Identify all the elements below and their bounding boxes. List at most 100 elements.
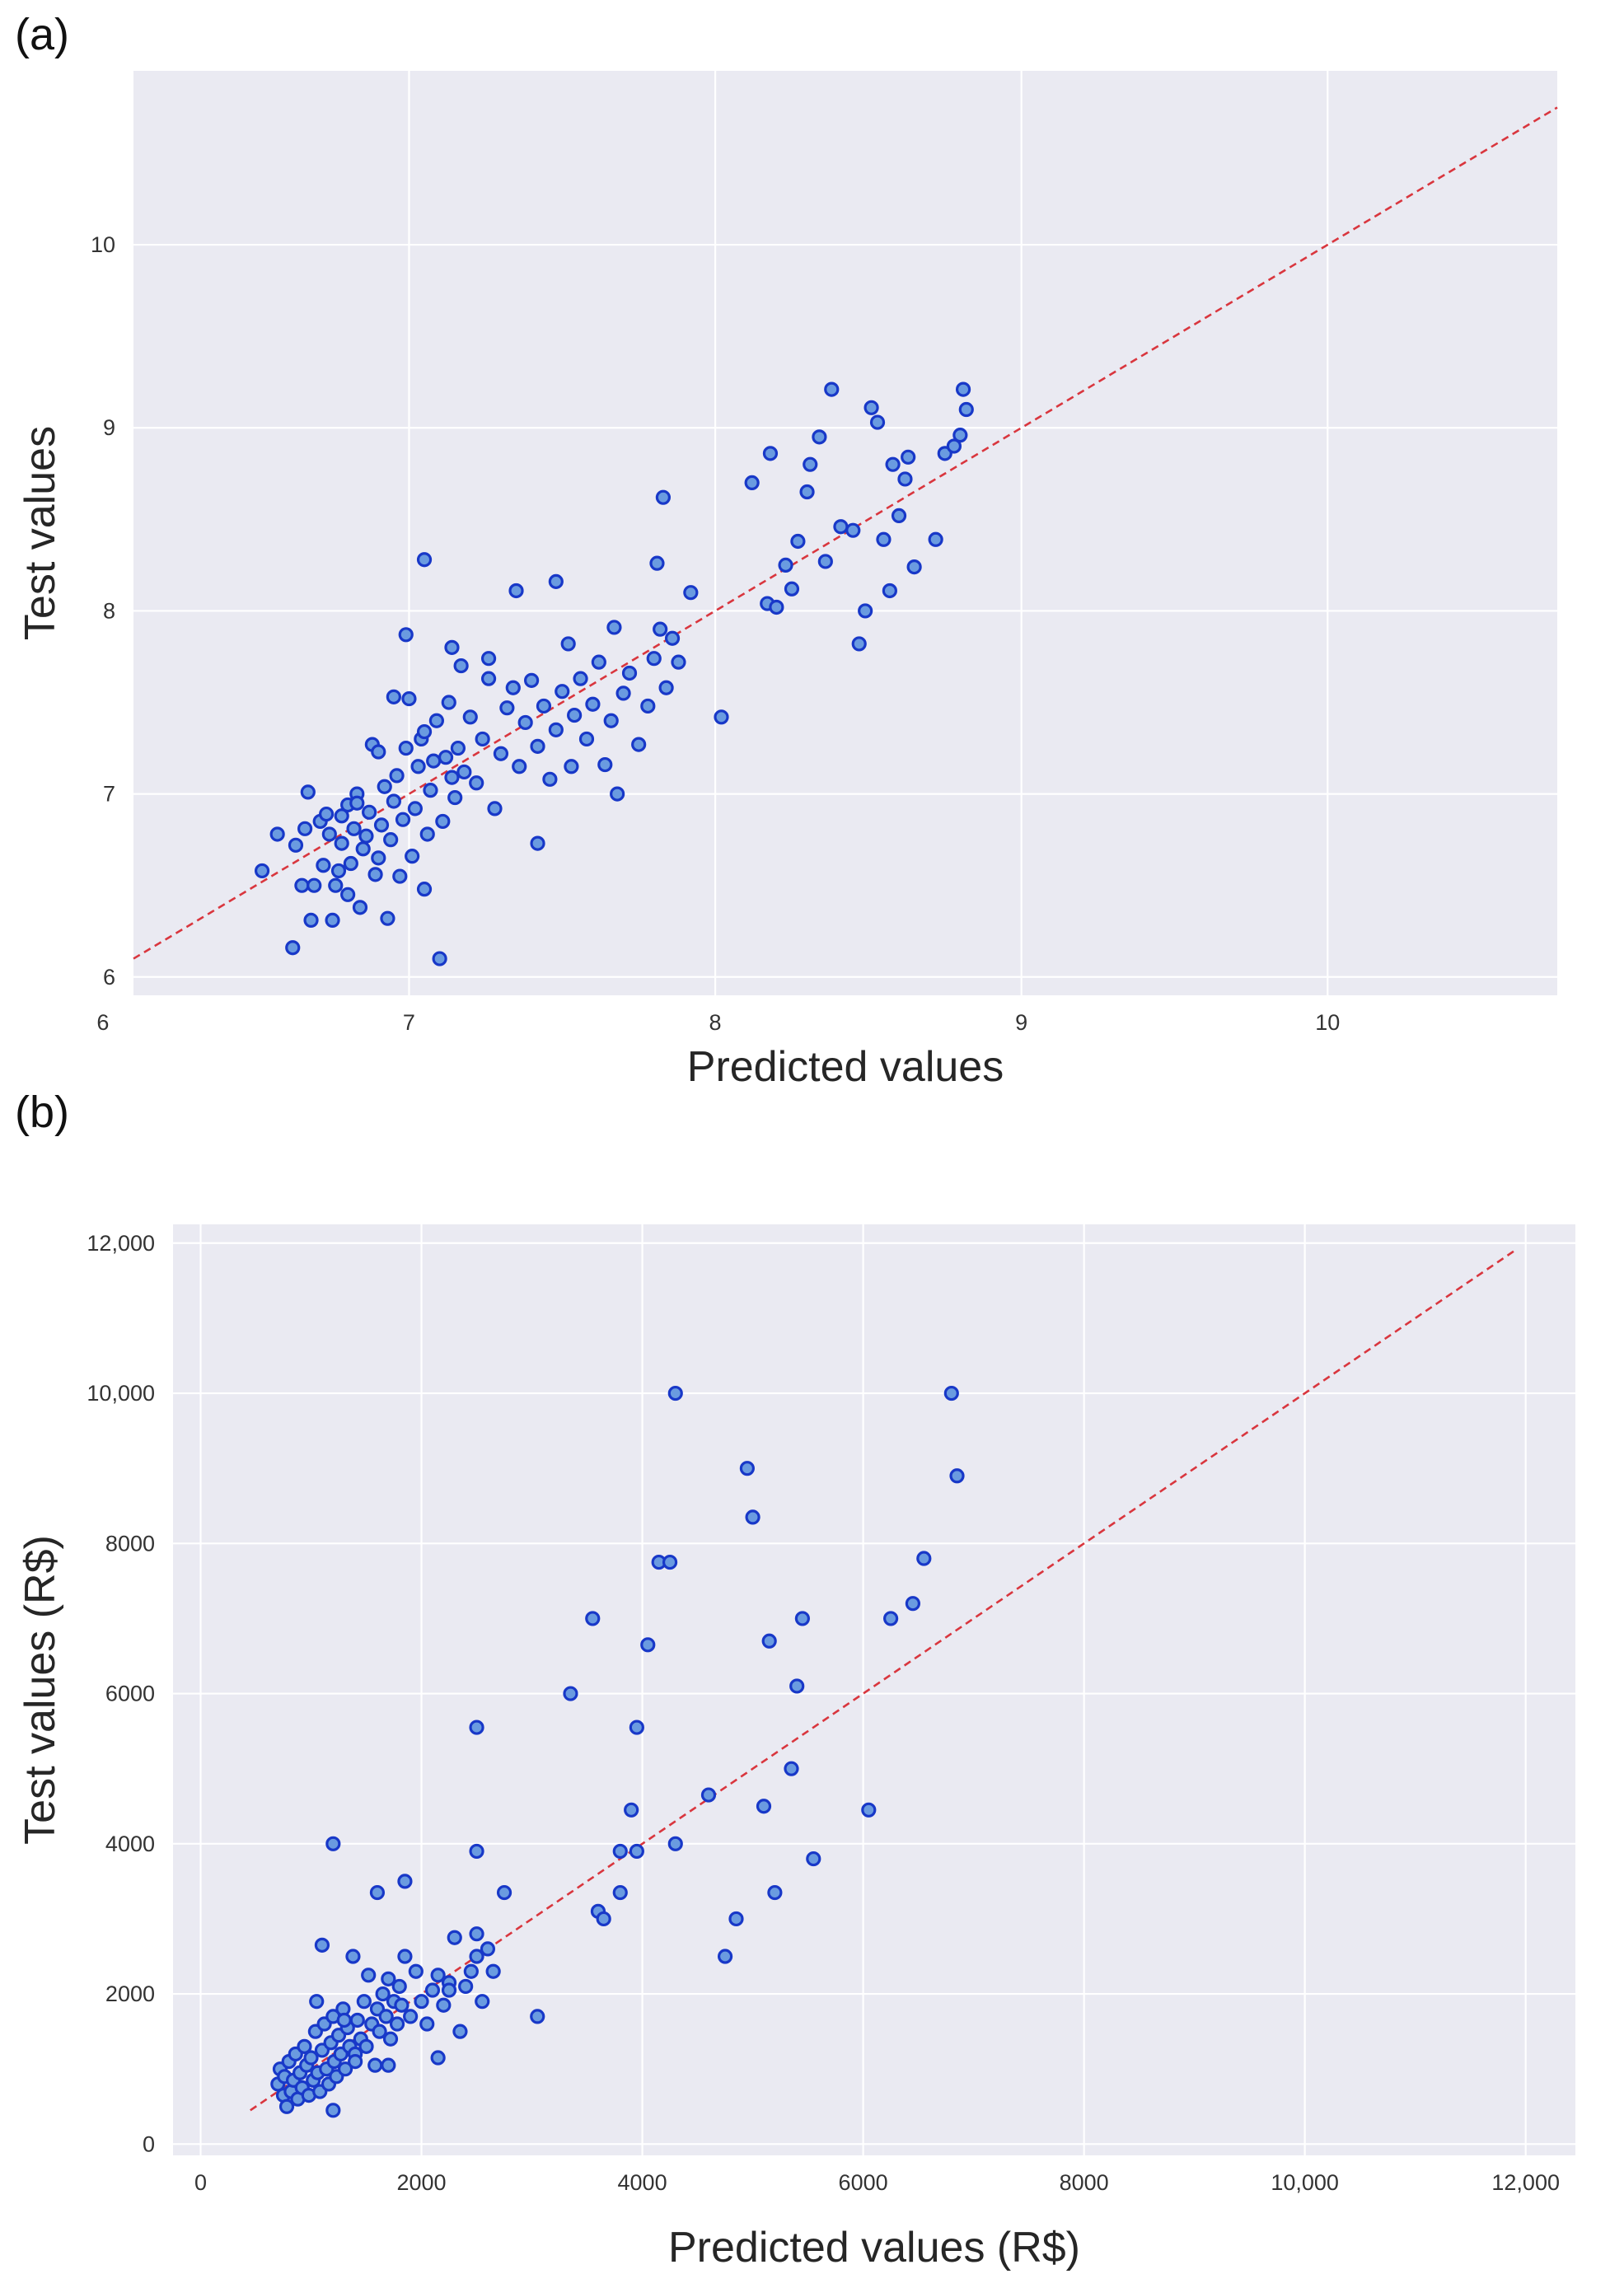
panel-a-data-point: [340, 887, 356, 902]
panel-a-data-point: [744, 475, 760, 491]
panel-b-data-point: [861, 1802, 877, 1818]
panel-b-data-point: [624, 1802, 639, 1818]
panel-b-data-point: [756, 1799, 772, 1814]
panel-b-data-point: [629, 1843, 644, 1860]
panel-a-data-point: [392, 868, 408, 884]
panel-a-data-point: [395, 812, 411, 827]
panel-a-data-point: [882, 583, 897, 599]
panel-b-data-point: [436, 1997, 452, 2013]
panel-a-data-point: [426, 753, 442, 769]
panel-a-data-point: [450, 740, 466, 756]
panel-b-data-point: [325, 2103, 341, 2118]
panel-a-data-point: [303, 912, 319, 929]
panel-a-data-point: [447, 789, 463, 806]
panel-b-y-tick-label: 8000: [105, 1531, 155, 1556]
panel-b-y-ticks: 0 2000 4000 6000 8000 10,000 12,000: [87, 1231, 155, 2157]
panel-b-data-point: [309, 1994, 325, 2010]
panel-a-data-point: [398, 740, 414, 756]
panel-a-data-point: [548, 573, 564, 589]
panel-b-y-tick-label: 12,000: [87, 1231, 155, 1256]
panel-a-data-point: [475, 731, 490, 747]
panel-a-data-point: [799, 484, 815, 500]
panel-a-data-point: [683, 585, 699, 601]
panel-a-x-tick-label: 10: [1315, 1010, 1340, 1035]
panel-b-data-point: [303, 2050, 319, 2066]
panel-b-x-tick-label: 6000: [839, 2170, 888, 2195]
panel-b-y-tick-label: 10,000: [87, 1381, 155, 1406]
panel-a-data-point: [462, 709, 478, 725]
panel-a-data-point: [858, 603, 873, 619]
panel-a-data-point: [444, 639, 460, 655]
panel-b-data-point: [397, 1949, 413, 1964]
panel-b-x-tick-label: 10,000: [1271, 2170, 1339, 2195]
panel-b-x-tick-label: 4000: [618, 2170, 667, 2195]
panel-a-data-point: [762, 446, 779, 461]
panel-a-data-point: [876, 531, 892, 547]
panel-b-data-point: [361, 1968, 377, 1983]
panel-b-data-point: [949, 1468, 965, 1484]
panel-b-data-point: [403, 2009, 419, 2024]
panel-a-data-point: [321, 826, 337, 842]
panel-b-y-axis-label: Test values (R$): [16, 1535, 64, 1845]
panel-b-data-point: [728, 1911, 744, 1927]
panel-b-y-tick-label: 0: [143, 2131, 155, 2156]
panel-a-y-tick-label: 10: [91, 232, 115, 257]
panel-a-data-point: [955, 381, 971, 397]
panel-b-data-point: [394, 1997, 410, 2013]
panel-a-data-point: [355, 841, 371, 857]
panel-a-data-point: [817, 554, 833, 569]
panel-b-data-point: [452, 2024, 468, 2039]
panel-a-x-ticks: 6 7 8 9 10: [96, 1010, 1340, 1035]
panel-a-data-point: [377, 779, 392, 794]
panel-a-data-point: [585, 696, 601, 712]
panel-a-data-point: [578, 731, 595, 747]
panel-a-x-tick-label: 9: [1015, 1010, 1027, 1035]
panel-a-points: [254, 381, 974, 966]
panel-a-data-point: [812, 429, 827, 445]
panel-a-data-point: [649, 555, 665, 571]
panel-a-data-point: [606, 620, 622, 635]
panel-a-data-point: [386, 689, 401, 704]
panel-b-data-point: [794, 1611, 810, 1626]
panel-b-grid: [173, 1224, 1575, 2155]
panel-a-data-point: [653, 621, 668, 637]
panel-a-data-point: [778, 557, 793, 573]
panel-a-data-point: [512, 759, 527, 774]
panel-b-x-tick-label: 12,000: [1491, 2170, 1560, 2195]
panel-b-data-point: [530, 2009, 545, 2024]
panel-a-data-point: [824, 381, 840, 397]
panel-a-data-point: [401, 690, 417, 707]
panel-a-data-point: [603, 713, 619, 728]
panel-a-data-point: [294, 877, 310, 893]
panel-a-data-point: [615, 685, 631, 701]
panel-a-data-point: [285, 940, 301, 956]
panel-b-data-point: [943, 1385, 959, 1401]
panel-a-data-point: [564, 759, 579, 774]
panel-a-data-point: [254, 863, 270, 879]
panel-b-reference-line: [250, 1249, 1516, 2112]
panel-a-data-point: [371, 850, 386, 866]
panel-a-data-point: [906, 559, 922, 575]
panel-b-data-point: [469, 1949, 484, 1964]
panel-b-data-point: [430, 1968, 446, 1983]
panel-b-data-point: [905, 1596, 921, 1612]
panel-b-x-ticks: 0 2000 4000 6000 8000 10,000 12,000: [194, 2170, 1560, 2195]
panel-a-data-point: [352, 900, 368, 915]
panel-a-data-point: [928, 531, 943, 547]
panel-a-data-point: [269, 826, 285, 842]
panel-b-data-point: [563, 1686, 578, 1701]
panel-a-data-point: [851, 636, 867, 652]
panel-b-data-point: [612, 1843, 628, 1860]
panel-b-data-point: [475, 1994, 490, 2010]
panel-a-data-point: [469, 775, 484, 791]
panel-a-data-point: [407, 801, 423, 816]
panel-b-data-point: [667, 1385, 683, 1401]
panel-b-data-point: [767, 1884, 783, 1901]
panel-b-x-tick-label: 8000: [1060, 2170, 1109, 2195]
panel-b-x-tick-label: 0: [194, 2170, 207, 2195]
panel-a-x-axis-label: Predicted values: [687, 1043, 1004, 1091]
panel-b-chart: (b) 0 2000 4000 6000 8000 10,000 12,000 0 2000 4…: [15, 1088, 1575, 2272]
panel-a-data-point: [508, 583, 524, 599]
panel-b-data-point: [348, 2053, 363, 2070]
panel-b-data-point: [761, 1633, 777, 1649]
